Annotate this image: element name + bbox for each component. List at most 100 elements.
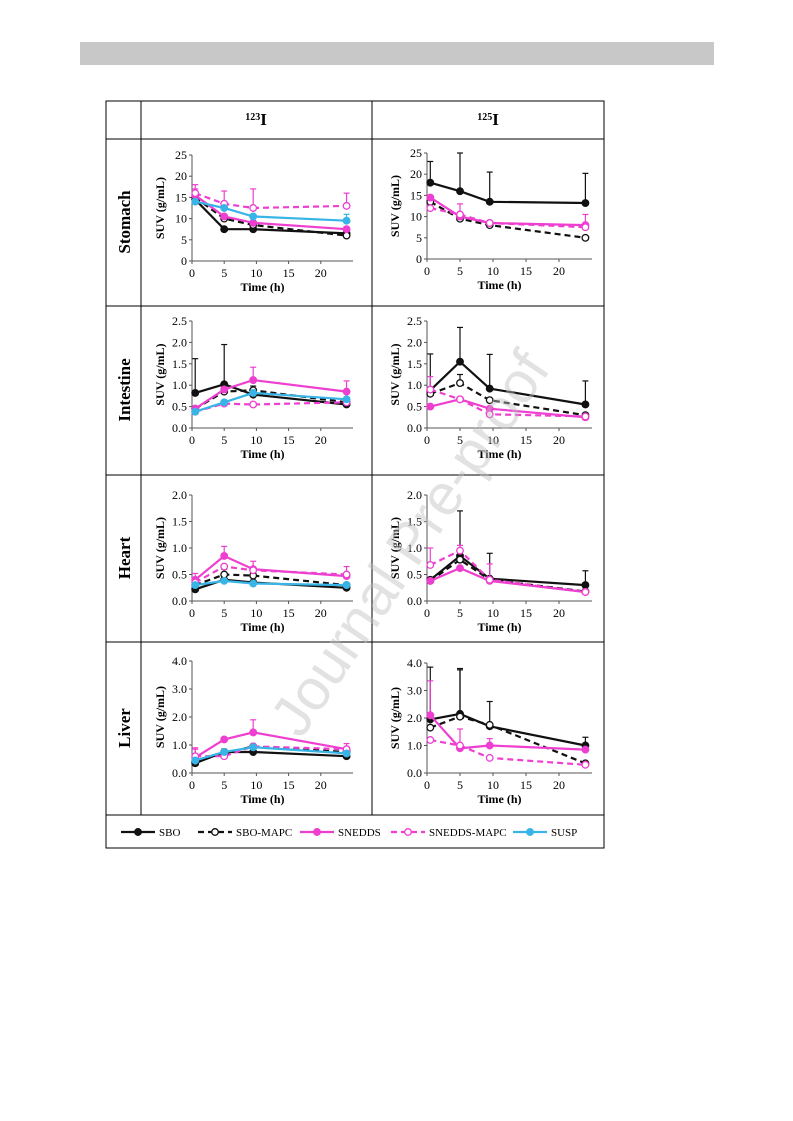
column-header-125i-element: I [492, 110, 499, 129]
panel-intestine-123i-series-sbo-point-0 [191, 388, 200, 397]
panel-liver-125i: 0.0 1.0 2.0 3.0 4.0 0 5 10 15 20 Time (h) SUV (g/mL… [388, 656, 592, 806]
panel-intestine-123i-series-snedds-point-1 [220, 385, 229, 394]
panel-intestine-125i-y-tick-label-4: 2.0 [407, 335, 422, 349]
panel-heart-123i-y-tick-label-0: 0.0 [172, 594, 187, 608]
panel-stomach-125i-x-label: Time (h) [477, 278, 521, 292]
panel-intestine-125i-series-snedds-mapc-point-3 [581, 412, 590, 421]
panel-intestine-125i-series-snedds-mapc-line [429, 388, 586, 418]
panel-heart-123i-y-label: SUV (g/mL) [153, 517, 167, 579]
panel-liver-125i-x-tick-label-1: 5 [457, 778, 463, 792]
panel-heart-123i-x-label: Time (h) [240, 620, 284, 634]
panel-intestine-125i-x-tick-label-0: 0 [424, 433, 430, 447]
row-header-heart: Heart [115, 536, 134, 579]
panel-heart-123i-series-susp-point-2 [249, 579, 258, 588]
panel-stomach-123i-series-sbo-point-1 [220, 225, 229, 234]
panel-liver-125i-series-snedds-point-2 [485, 741, 494, 750]
panel-intestine-125i-y-tick-label-5: 2.5 [407, 314, 422, 328]
legend-item-snedds-mapc: SNEDDS-MAPC [391, 827, 507, 839]
panel-intestine-123i-series-sbo-line [194, 383, 347, 406]
panel-intestine-123i-y-tick-label-0: 0.0 [172, 421, 187, 435]
legend-item-sbo-mapc: SBO-MAPC [198, 827, 292, 839]
panel-heart-123i-x-tick-label-2: 10 [250, 606, 262, 620]
panel-heart-123i-series-snedds-mapc-point-1 [220, 562, 229, 571]
panel-heart-123i-series-snedds-mapc-line [194, 565, 347, 584]
panel-intestine-123i-x-tick-label-2: 10 [250, 433, 262, 447]
panel-stomach-125i-series-snedds-mapc-point-0 [426, 204, 435, 213]
panel-liver-125i-series-snedds-mapc-point-0 [426, 736, 435, 744]
panel-stomach-125i: 0 5 10 15 20 25 0 5 10 15 20 Time (h) SUV (g/mL) [388, 146, 592, 292]
panel-liver-125i-series-snedds-mapc-point-3 [581, 760, 590, 769]
panel-liver-123i-x-tick-label-1: 5 [221, 778, 227, 792]
panel-liver-125i-series-snedds-point-3 [581, 745, 590, 754]
panel-heart-125i-x-tick-label-4: 20 [553, 606, 565, 620]
panel-intestine-125i-x-tick-label-2: 10 [487, 433, 499, 447]
panel-stomach-123i-series-susp-point-3 [342, 216, 351, 225]
panel-heart-123i-x-tick-label-0: 0 [189, 606, 195, 620]
panel-stomach-125i-y-tick-label-5: 25 [410, 146, 422, 160]
panel-liver-125i-y-label: SUV (g/mL) [388, 687, 402, 749]
column-header-125i: 125I [477, 110, 499, 129]
legend-marker-susp [526, 828, 534, 836]
panel-liver-125i-series-sbo-mapc-point-0 [426, 723, 435, 732]
panel-intestine-125i-series-snedds-mapc-point-1 [456, 395, 464, 404]
panel-liver-125i-series-snedds-mapc-point-1 [456, 741, 464, 750]
panel-heart-125i-y-tick-label-1: 0.5 [407, 568, 422, 582]
panel-intestine-125i-series-sbo-line [429, 360, 586, 406]
panel-stomach-123i-series-susp-point-0 [191, 197, 200, 206]
panel-heart-123i-y-tick-label-2: 1.0 [172, 541, 187, 555]
panel-heart-125i-y-label: SUV (g/mL) [388, 517, 402, 579]
panel-intestine-125i-x-tick-label-3: 15 [520, 433, 532, 447]
panel-heart-123i-series-snedds-point-1 [220, 552, 229, 560]
panel-heart-125i-y-tick-label-0: 0.0 [407, 594, 422, 608]
panel-intestine-123i-x-tick-label-3: 15 [283, 433, 295, 447]
panel-stomach-125i-x-tick-label-0: 0 [424, 264, 430, 278]
panel-liver-125i-y-tick-label-4: 4.0 [407, 656, 422, 670]
panel-liver-123i-series-susp-point-2 [249, 743, 258, 752]
panel-heart-123i-x-tick-label-3: 15 [283, 606, 295, 620]
legend: SBO SBO-MAPC SNEDDS SNEDDS-MAPC SUSP [121, 827, 577, 839]
legend-label-sbo-mapc: SBO-MAPC [236, 827, 292, 839]
panel-stomach-123i-x-label: Time (h) [240, 280, 284, 294]
panel-stomach-125i-series-sbo-mapc-line [429, 200, 586, 239]
panel-stomach-123i-series-sbo-mapc-point-3 [342, 231, 351, 240]
legend-label-snedds: SNEDDS [338, 827, 381, 839]
panel-intestine-125i-series-snedds-point-0 [426, 402, 435, 411]
panel-liver-125i-x-tick-label-0: 0 [424, 778, 430, 792]
panel-intestine-125i-x-label: Time (h) [477, 447, 521, 461]
panel-stomach-125i-x-tick-label-4: 20 [553, 264, 565, 278]
panel-stomach-125i-series-sbo-point-0 [426, 178, 435, 187]
panel-intestine-123i-y-tick-label-3: 1.5 [172, 357, 187, 371]
panel-intestine-123i-series-snedds-mapc-point-2 [249, 400, 258, 409]
panel-liver-123i-series-susp-point-0 [191, 756, 200, 765]
panel-stomach-125i-y-tick-label-4: 20 [410, 167, 422, 181]
panel-intestine-125i-x-tick-label-1: 5 [457, 433, 463, 447]
panel-liver-125i-x-tick-label-2: 10 [487, 778, 499, 792]
panel-liver-123i-series-snedds-point-1 [220, 735, 229, 744]
panel-intestine-125i-series-sbo-point-2 [485, 384, 494, 393]
panel-stomach-123i-x-tick-label-1: 5 [221, 266, 227, 280]
panel-intestine-123i-x-tick-label-1: 5 [221, 433, 227, 447]
panel-heart-123i-series-sbo-mapc-point-1 [220, 570, 229, 579]
panel-heart-123i-series-susp-point-1 [220, 576, 229, 585]
header-bar [80, 42, 714, 65]
row-header-intestine: Intestine [115, 358, 134, 422]
panel-heart-123i-y-tick-label-1: 0.5 [172, 568, 187, 582]
panel-stomach-123i-x-tick-label-3: 15 [283, 266, 295, 280]
panel-heart-125i-series-snedds-mapc-point-2 [485, 575, 494, 584]
panel-heart-125i-series-sbo-mapc-point-1 [456, 555, 464, 564]
panel-heart-125i-y-tick-label-3: 1.5 [407, 515, 422, 529]
panel-liver-123i-y-tick-label-2: 2.0 [172, 710, 187, 724]
legend-label-sbo: SBO [159, 827, 180, 839]
panel-stomach-123i-series-snedds-mapc-point-3 [342, 201, 351, 210]
panel-heart-125i-y-tick-label-4: 2.0 [407, 488, 422, 502]
panel-heart-123i-x-tick-label-1: 5 [221, 606, 227, 620]
panel-intestine-123i-y-tick-label-5: 2.5 [172, 314, 187, 328]
panel-liver-125i-series-snedds-mapc-line [430, 738, 586, 766]
panel-intestine-123i-series-susp-point-2 [249, 388, 258, 397]
legend-item-susp: SUSP [513, 827, 577, 839]
panel-heart-125i-series-snedds-point-0 [426, 576, 435, 585]
panel-heart-125i-series-snedds-mapc [426, 544, 590, 596]
legend-label-snedds-mapc: SNEDDS-MAPC [429, 827, 507, 839]
panel-liver-125i-y-tick-label-0: 0.0 [407, 766, 422, 780]
panel-liver-123i-y-tick-label-3: 3.0 [172, 682, 187, 696]
